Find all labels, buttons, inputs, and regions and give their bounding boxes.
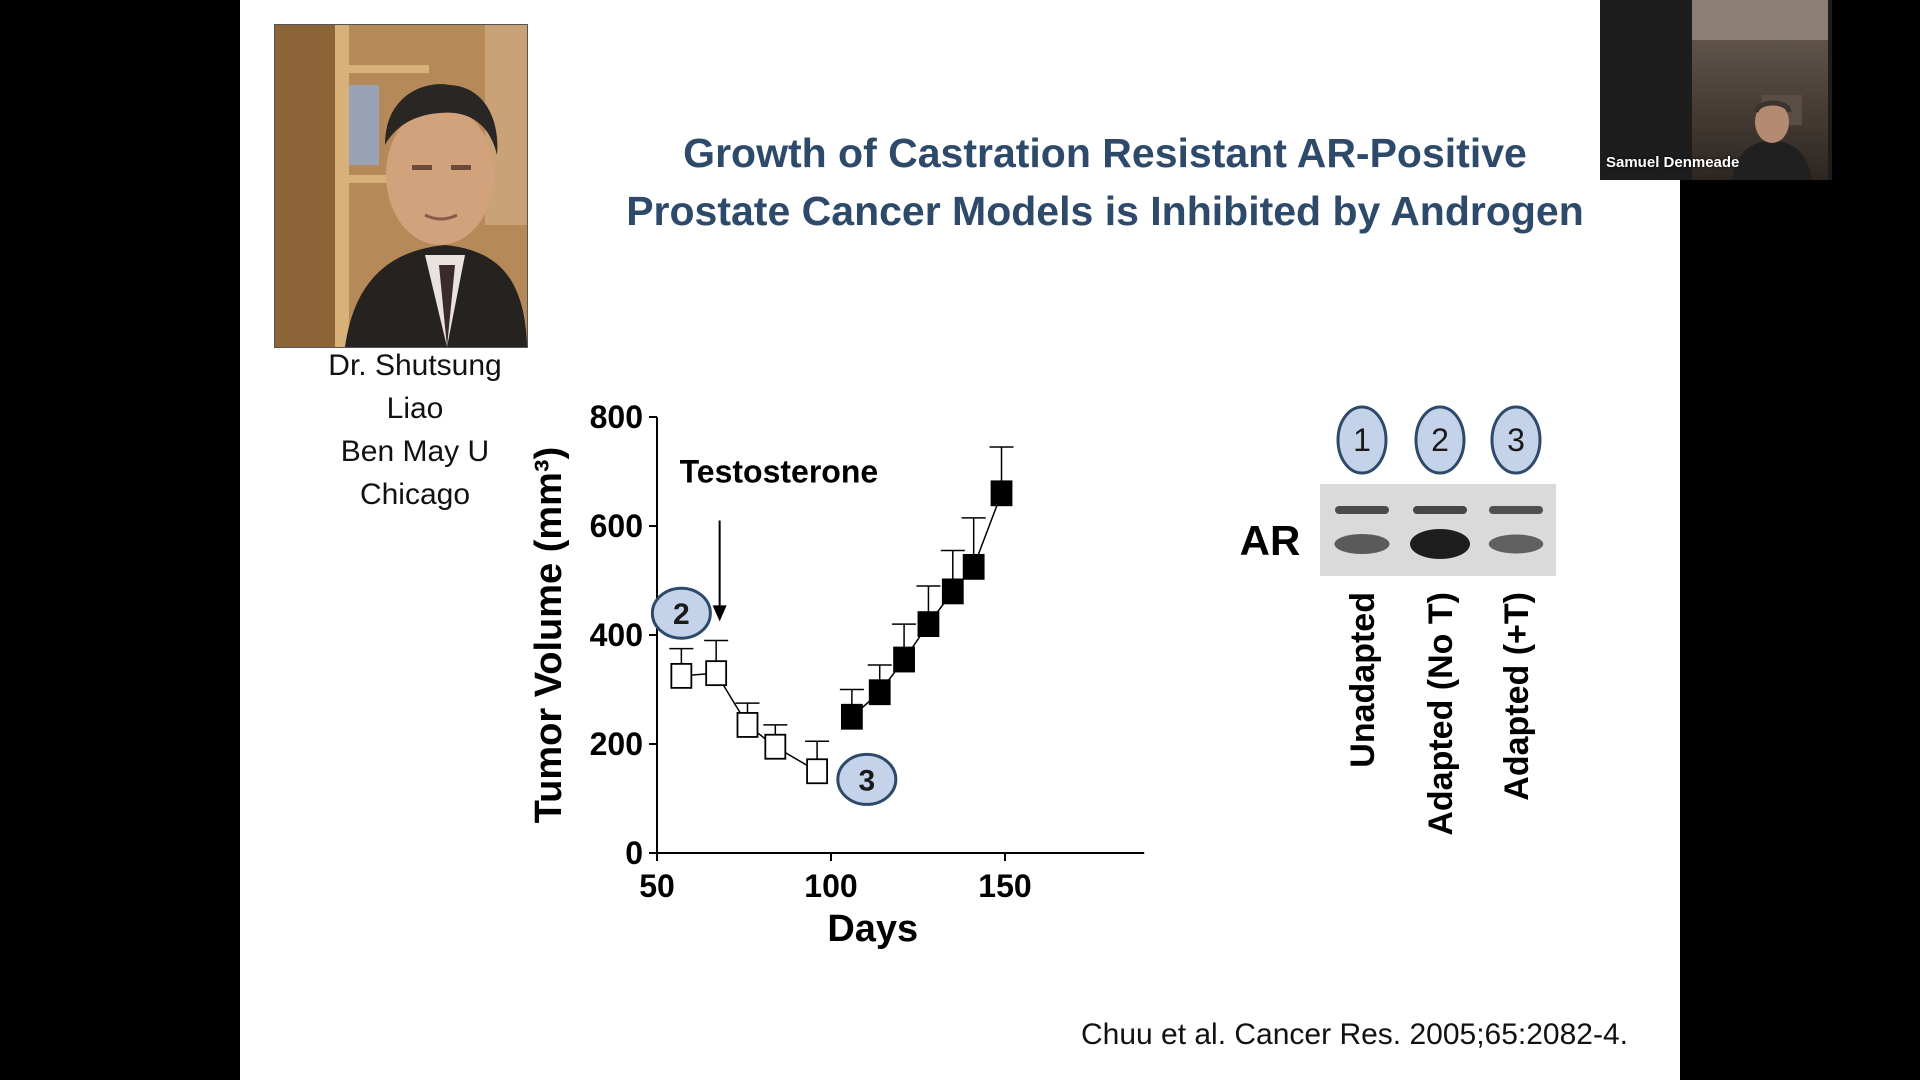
data-point	[917, 611, 940, 638]
y-tick-label: 800	[590, 399, 643, 435]
lane-number-label: 3	[1507, 422, 1525, 458]
lane-number-circle	[1414, 405, 1466, 475]
testosterone-arrow-head	[712, 605, 727, 622]
slide-title: Growth of Castration Resistant AR-Positi…	[540, 124, 1670, 240]
presentation-slide: Dr. Shutsung Liao Ben May U Chicago Grow…	[240, 0, 1680, 1080]
portrait-photo	[274, 24, 528, 348]
testosterone-annotation: Testosterone	[680, 453, 879, 489]
blot-band-upper	[1413, 506, 1467, 514]
blot-band-lower	[1334, 534, 1390, 554]
ar-protein-label: AR	[1240, 517, 1301, 564]
participant-video-frame	[1692, 0, 1828, 180]
lane-name-label: Adapted (+T)	[1498, 592, 1536, 801]
data-point	[941, 578, 964, 605]
participant-name-label: Samuel Denmeade	[1606, 154, 1740, 171]
callout-label: 3	[858, 764, 875, 797]
portrait-image	[275, 25, 527, 347]
participant-video-image	[1692, 0, 1828, 180]
y-tick-label: 400	[590, 617, 643, 653]
slide-title-line2: Prostate Cancer Models is Inhibited by A…	[626, 188, 1584, 234]
data-point	[670, 662, 693, 689]
lane-number-label: 1	[1353, 422, 1371, 458]
y-tick-label: 0	[625, 835, 643, 871]
data-point	[893, 646, 915, 673]
callout-label: 2	[673, 598, 690, 631]
lane-number-circle	[1336, 405, 1388, 475]
x-tick-label: 150	[978, 868, 1031, 904]
lane-name-label: Adapted (No T)	[1422, 592, 1460, 836]
participant-video-tile[interactable]: Samuel Denmeade	[1600, 0, 1832, 180]
blot-band-lower	[1410, 529, 1470, 559]
data-point	[764, 733, 787, 760]
data-point	[962, 553, 985, 580]
data-point	[868, 679, 891, 706]
person-caption-line4: Chicago	[359, 478, 471, 511]
x-tick-label: 50	[639, 868, 675, 904]
blot-band-upper	[1335, 506, 1389, 514]
data-point	[705, 660, 728, 687]
person-caption-line2: Liao	[386, 392, 444, 425]
callout-circle	[836, 752, 898, 806]
y-tick-label: 200	[590, 726, 643, 762]
citation: Chuu et al. Cancer Res. 2005;65:2082-4.	[1080, 1018, 1628, 1051]
y-axis-label: Tumor Volume (mm³)	[528, 447, 570, 823]
blot-band-lower	[1488, 534, 1544, 554]
person-caption-line3: Ben May U	[340, 435, 490, 468]
data-point	[840, 703, 863, 730]
y-tick-label: 600	[590, 508, 643, 544]
data-point	[990, 480, 1013, 507]
x-axis-label: Days	[827, 908, 918, 950]
person-caption-line1: Dr. Shutsung	[328, 349, 502, 382]
blot-band-upper	[1489, 506, 1543, 514]
lane-number-label: 2	[1431, 422, 1449, 458]
western-blot-panel: AR 1 Unadapted 2 Adapted (No T) 3 Adapted (+T)	[1240, 405, 1556, 836]
data-point	[806, 758, 828, 785]
lane-number-circle	[1490, 405, 1542, 475]
tumor-volume-chart: 50 100 150 0 200 400 600 800 Days Tumor Volume (m…	[528, 399, 1145, 950]
callout-circle	[650, 586, 712, 640]
data-point	[736, 712, 759, 738]
lane-name-label: Unadapted	[1344, 592, 1382, 768]
x-tick-label: 100	[804, 868, 857, 904]
person-caption: Dr. Shutsung Liao Ben May U Chicago	[250, 344, 580, 516]
slide-title-line1: Growth of Castration Resistant AR-Positi…	[683, 130, 1527, 176]
